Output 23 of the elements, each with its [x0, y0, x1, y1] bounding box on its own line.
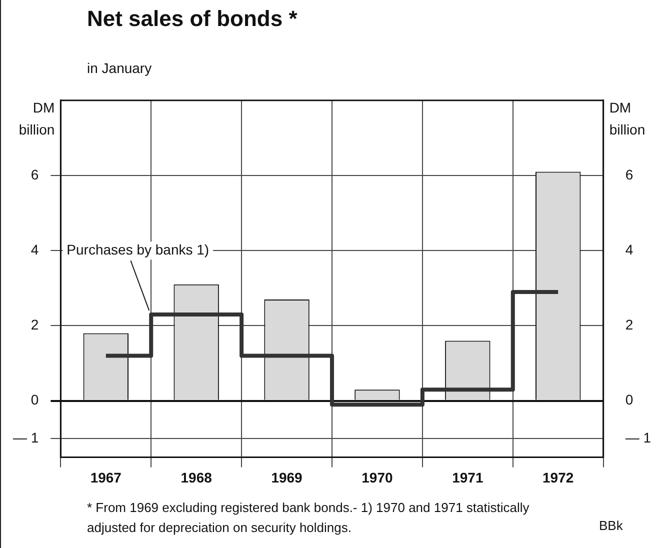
y-tick-label: 0	[30, 392, 39, 408]
chart-title: Net sales of bonds *	[87, 6, 298, 32]
y-tick-label: 6	[30, 166, 39, 182]
y2-tick-label: 6	[625, 166, 634, 182]
x-tick-label: 1972	[542, 469, 574, 486]
x-tick-label: 1968	[180, 469, 212, 486]
y2-tick-label: — 1	[625, 429, 652, 446]
y-axis-title: DM billion	[18, 99, 55, 138]
x-tick-label: 1967	[90, 469, 122, 486]
x-tick-label: 1969	[271, 469, 303, 486]
y-tick-label: 2	[30, 316, 39, 333]
x-tick-label: 1971	[452, 469, 484, 486]
y2-tick-label: 2	[625, 316, 634, 333]
y-tick-label: — 1	[12, 429, 39, 446]
y-tick-label: 4	[30, 241, 39, 258]
y2-tick-label: 4	[625, 241, 634, 258]
chart-subtitle: in January	[87, 60, 152, 76]
y2-axis-title: DM billion	[609, 99, 646, 138]
text: * From 1969 excluding registered bank bonds.- 1) 1970 and 1971 statistically adjusted for depreciation on security holdings.	[87, 499, 530, 537]
text: BBk	[599, 518, 623, 533]
x-tick-label: 1970	[362, 469, 393, 486]
text: Purchases by banks 1)	[66, 241, 210, 258]
y2-tick-label: 0	[625, 392, 634, 408]
